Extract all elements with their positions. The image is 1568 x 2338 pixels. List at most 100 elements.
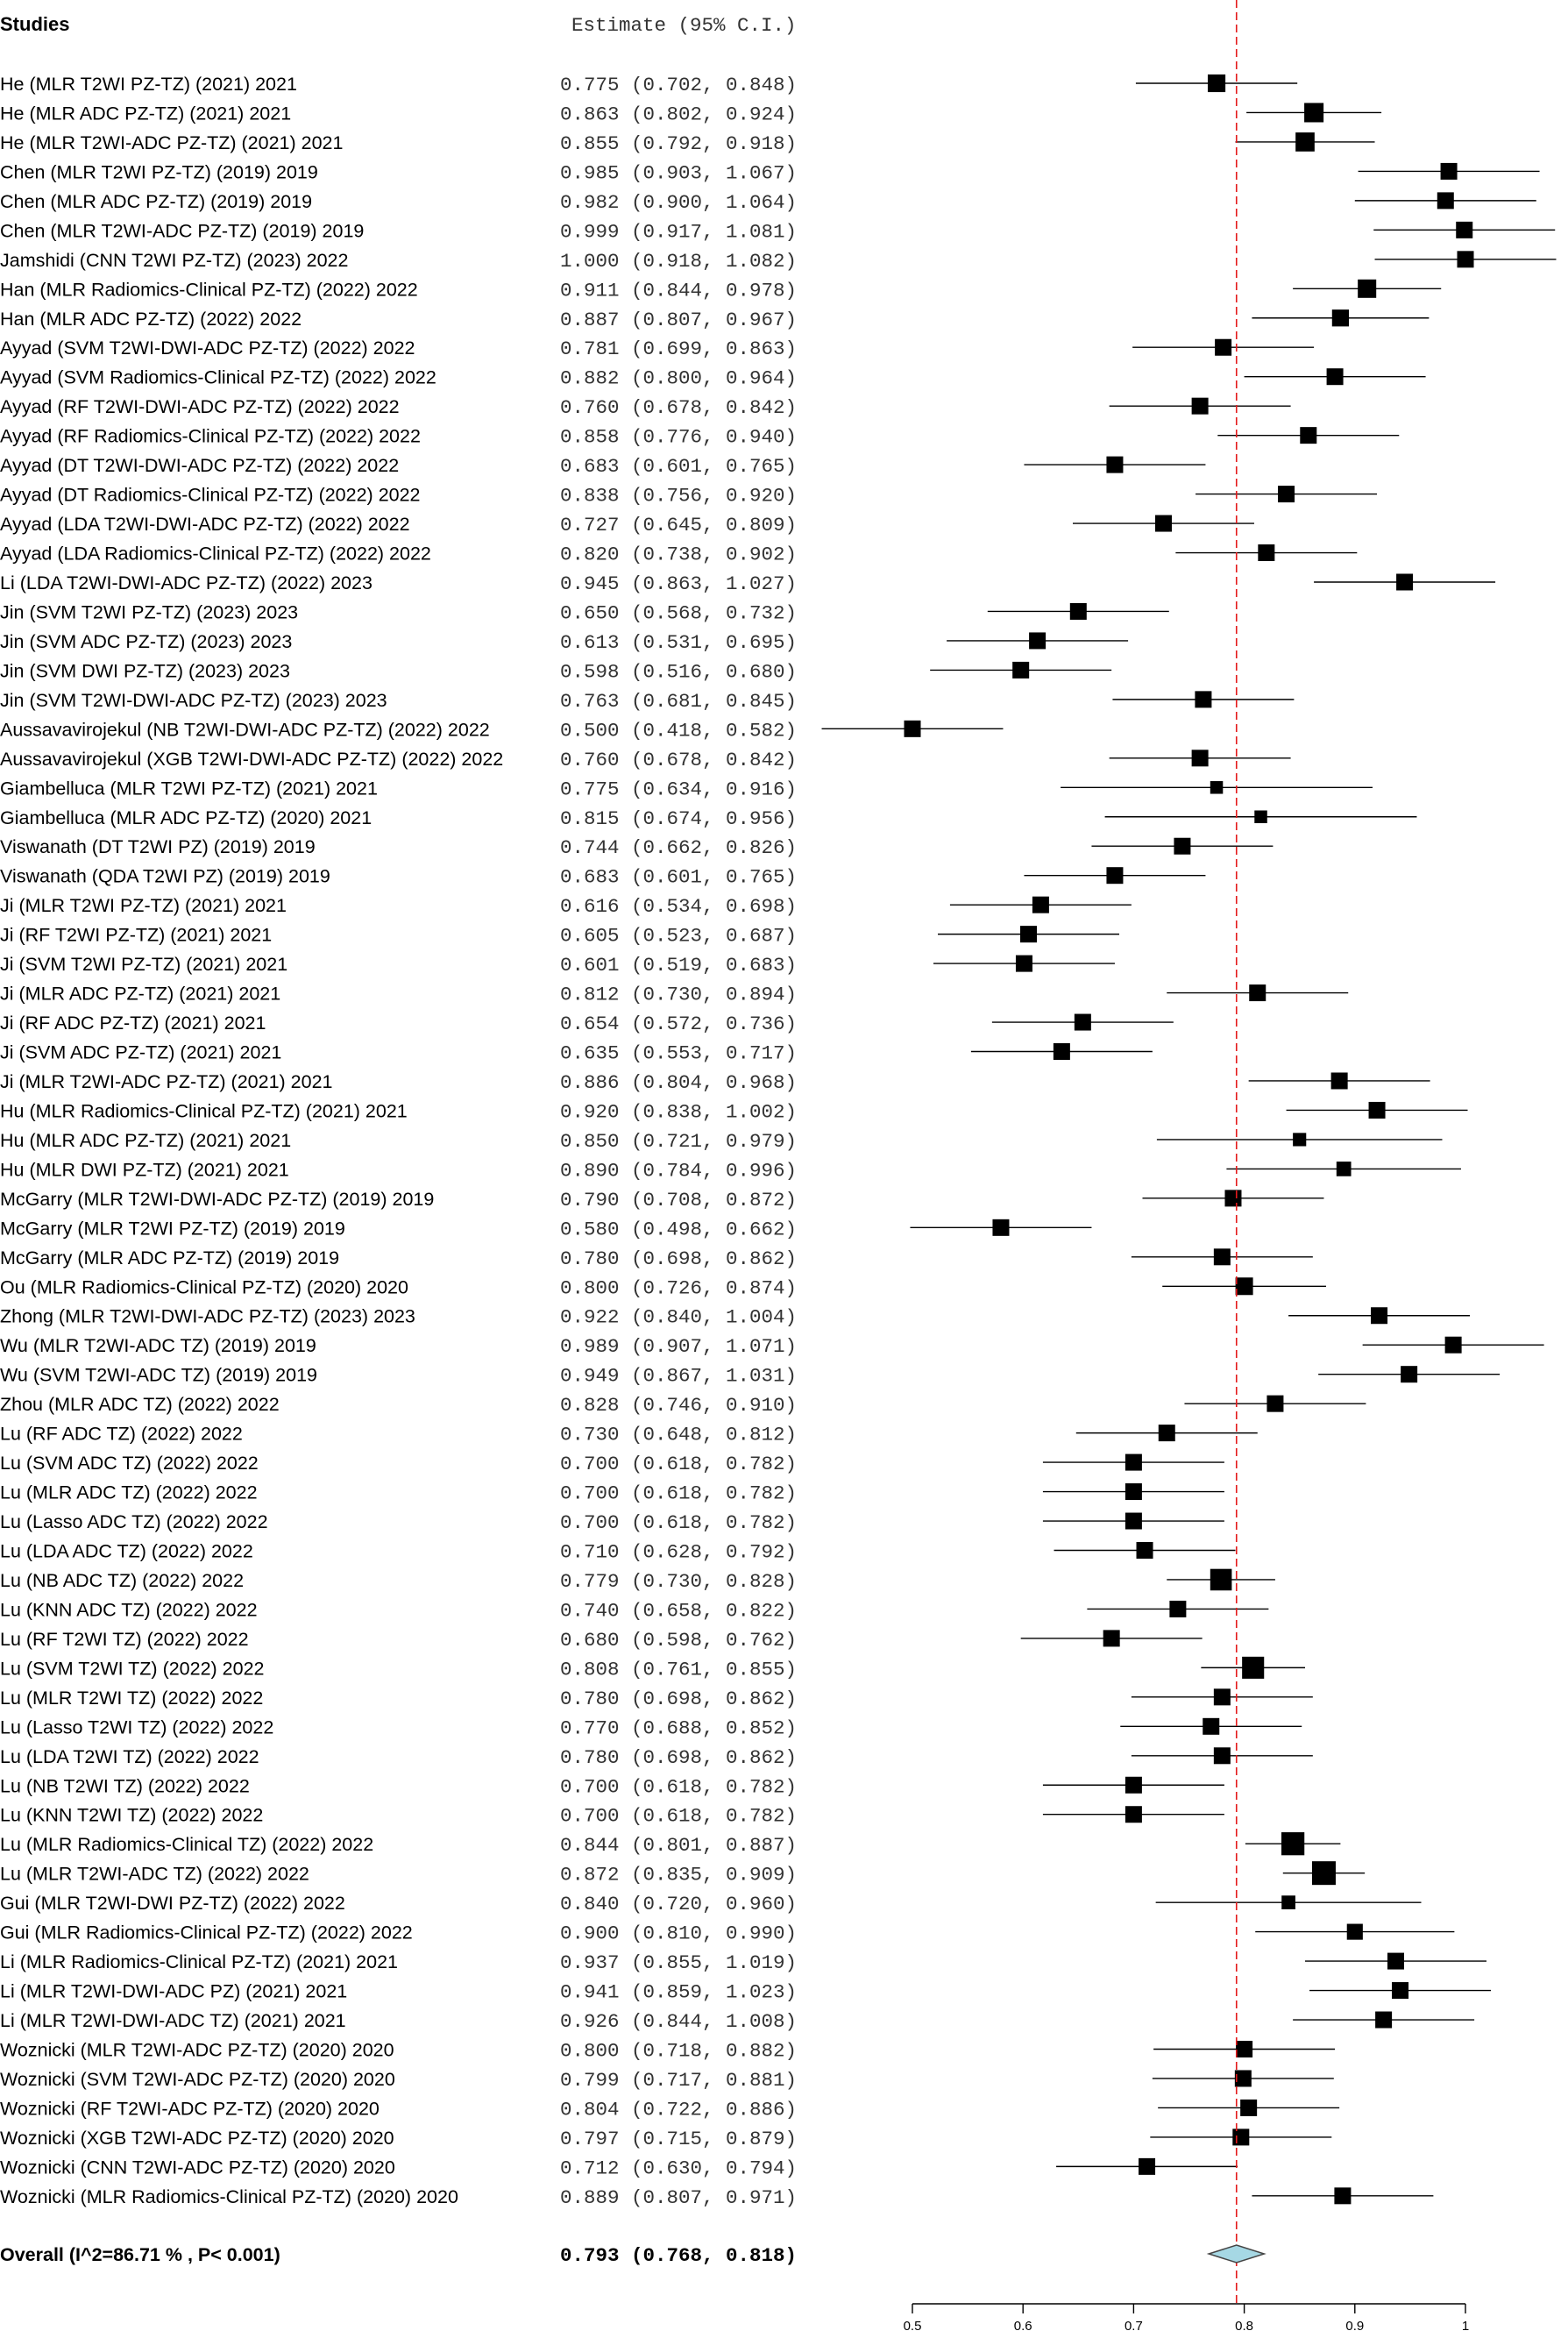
estimate-marker bbox=[1174, 837, 1191, 855]
estimate-marker bbox=[1234, 2070, 1252, 2087]
study-label: Jin (SVM DWI PZ-TZ) (2023) 2023 bbox=[0, 660, 290, 681]
study-row: Ou (MLR Radiomics-Clinical PZ-TZ) (2020)… bbox=[0, 1276, 1326, 1299]
study-estimate: 0.812 (0.730, 0.894) bbox=[560, 984, 797, 1006]
study-estimate: 0.855 (0.792, 0.918) bbox=[560, 132, 797, 155]
study-label: Jin (SVM ADC PZ-TZ) (2023) 2023 bbox=[0, 631, 292, 652]
study-estimate: 0.730 (0.648, 0.812) bbox=[560, 1424, 797, 1446]
study-estimate: 0.601 (0.519, 0.683) bbox=[560, 954, 797, 977]
study-label: Zhou (MLR ADC TZ) (2022) 2022 bbox=[0, 1394, 280, 1415]
x-axis: 0.5 0.6 0.7 0.8 0.9 1 bbox=[904, 2303, 1469, 2334]
estimate-marker bbox=[1195, 691, 1212, 708]
study-estimate: 0.770 (0.688, 0.852) bbox=[560, 1716, 797, 1739]
study-estimate: 0.840 (0.720, 0.960) bbox=[560, 1893, 797, 1915]
study-row: Lu (Lasso T2WI TZ) (2022) 2022 0.770 (0.6… bbox=[0, 1716, 1302, 1739]
studies-header: Studies bbox=[0, 13, 69, 35]
study-row: McGarry (MLR T2WI-DWI-ADC PZ-TZ) (2019) … bbox=[0, 1189, 1324, 1212]
estimate-marker bbox=[1326, 368, 1344, 386]
estimate-marker bbox=[1103, 1630, 1120, 1647]
estimate-marker bbox=[1106, 867, 1124, 885]
study-estimate: 0.941 (0.859, 1.023) bbox=[560, 1981, 797, 2004]
study-row: Han (MLR Radiomics-Clinical PZ-TZ) (2022… bbox=[0, 279, 1442, 302]
study-row: Gui (MLR T2WI-DWI PZ-TZ) (2022) 2022 0.84… bbox=[0, 1893, 1422, 1915]
estimate-marker bbox=[1053, 1043, 1070, 1061]
study-row: Hu (MLR ADC PZ-TZ) (2021) 2021 0.850 (0.7… bbox=[0, 1130, 1443, 1153]
study-label: Ji (MLR T2WI PZ-TZ) (2021) 2021 bbox=[0, 895, 287, 916]
estimate-marker bbox=[1210, 1568, 1232, 1591]
study-label: Ou (MLR Radiomics-Clinical PZ-TZ) (2020)… bbox=[0, 1276, 408, 1297]
study-label: Ayyad (LDA Radiomics-Clinical PZ-TZ) (20… bbox=[0, 544, 431, 565]
study-label: Lu (LDA ADC TZ) (2022) 2022 bbox=[0, 1541, 253, 1562]
study-estimate: 0.863 (0.802, 0.924) bbox=[560, 103, 797, 125]
study-label: Ji (RF ADC PZ-TZ) (2021) 2021 bbox=[0, 1013, 266, 1034]
estimate-marker bbox=[1203, 1717, 1220, 1735]
study-row: Ji (MLR T2WI PZ-TZ) (2021) 2021 0.616 (0.… bbox=[0, 895, 1132, 918]
estimate-marker bbox=[1293, 1133, 1307, 1147]
estimate-marker bbox=[1240, 2099, 1258, 2116]
study-label: McGarry (MLR T2WI-DWI-ADC PZ-TZ) (2019) … bbox=[0, 1189, 434, 1210]
estimate-marker bbox=[1125, 1512, 1142, 1530]
study-label: Chen (MLR ADC PZ-TZ) (2019) 2019 bbox=[0, 191, 312, 212]
study-label: Ayyad (SVM T2WI-DWI-ADC PZ-TZ) (2022) 20… bbox=[0, 338, 415, 359]
tick-label: 0.7 bbox=[1125, 2319, 1143, 2334]
study-row: Lu (KNN T2WI TZ) (2022) 2022 0.700 (0.618… bbox=[0, 1805, 1224, 1828]
study-estimate: 1.000 (0.918, 1.082) bbox=[560, 250, 797, 273]
study-row: He (MLR ADC PZ-TZ) (2021) 2021 0.863 (0.8… bbox=[0, 103, 1382, 125]
study-label: Lu (RF ADC TZ) (2022) 2022 bbox=[0, 1424, 243, 1445]
study-label: Wu (MLR T2WI-ADC TZ) (2019) 2019 bbox=[0, 1335, 316, 1356]
estimate-marker bbox=[1106, 456, 1124, 473]
study-estimate: 0.710 (0.628, 0.792) bbox=[560, 1541, 797, 1564]
study-label: Woznicki (CNN T2WI-ADC PZ-TZ) (2020) 202… bbox=[0, 2157, 395, 2178]
overall-label: Overall (I^2=86.71 % , P< 0.001) bbox=[0, 2244, 280, 2265]
study-estimate: 0.872 (0.835, 0.909) bbox=[560, 1864, 797, 1887]
study-row: Ayyad (RF T2WI-DWI-ADC PZ-TZ) (2022) 202… bbox=[0, 396, 1291, 419]
study-estimate: 0.700 (0.618, 0.782) bbox=[560, 1805, 797, 1828]
study-estimate: 0.889 (0.807, 0.971) bbox=[560, 2186, 797, 2209]
study-estimate: 0.780 (0.698, 0.862) bbox=[560, 1247, 797, 1270]
study-label: Lu (MLR Radiomics-Clinical TZ) (2022) 20… bbox=[0, 1834, 373, 1855]
study-estimate: 0.945 (0.863, 1.027) bbox=[560, 572, 797, 595]
estimate-marker bbox=[1368, 1101, 1386, 1119]
study-estimate: 0.760 (0.678, 0.842) bbox=[560, 396, 797, 419]
estimate-marker bbox=[1331, 309, 1350, 327]
study-row: Jin (SVM T2WI PZ-TZ) (2023) 2023 0.650 (0… bbox=[0, 601, 1169, 624]
study-label: Viswanath (QDA T2WI PZ) (2019) 2019 bbox=[0, 866, 330, 887]
study-label: Aussavavirojekul (XGB T2WI-DWI-ADC PZ-TZ… bbox=[0, 749, 503, 770]
estimate-marker bbox=[1207, 74, 1226, 93]
study-row: Ayyad (SVM Radiomics-Clinical PZ-TZ) (20… bbox=[0, 367, 1426, 390]
study-row: Woznicki (CNN T2WI-ADC PZ-TZ) (2020) 202… bbox=[0, 2157, 1238, 2179]
study-row: Jamshidi (CNN T2WI PZ-TZ) (2023) 2022 1.0… bbox=[0, 250, 1557, 273]
estimate-marker bbox=[1375, 2011, 1393, 2029]
study-label: Li (MLR Radiomics-Clinical PZ-TZ) (2021)… bbox=[0, 1951, 398, 1972]
estimate-marker bbox=[1158, 1425, 1175, 1442]
study-row: Ji (MLR ADC PZ-TZ) (2021) 2021 0.812 (0.7… bbox=[0, 984, 1349, 1006]
study-estimate: 0.844 (0.801, 0.887) bbox=[560, 1834, 797, 1857]
study-row: Li (LDA T2WI-DWI-ADC PZ-TZ) (2022) 2023 0… bbox=[0, 572, 1496, 595]
estimate-marker bbox=[1444, 1336, 1462, 1354]
tick-label: 0.5 bbox=[904, 2319, 922, 2334]
estimate-marker bbox=[1304, 103, 1324, 123]
tick-label: 1 bbox=[1462, 2319, 1469, 2334]
study-label: Ji (MLR ADC PZ-TZ) (2021) 2021 bbox=[0, 984, 280, 1005]
study-estimate: 0.712 (0.630, 0.794) bbox=[560, 2157, 797, 2179]
study-estimate: 0.775 (0.634, 0.916) bbox=[560, 778, 797, 800]
study-estimate: 0.926 (0.844, 1.008) bbox=[560, 2010, 797, 2033]
estimate-marker bbox=[1249, 984, 1266, 1002]
study-label: Jamshidi (CNN T2WI PZ-TZ) (2023) 2022 bbox=[0, 250, 348, 271]
study-estimate: 0.985 (0.903, 1.067) bbox=[560, 161, 797, 184]
tick-label: 0.8 bbox=[1235, 2319, 1253, 2334]
study-estimate: 0.605 (0.523, 0.687) bbox=[560, 925, 797, 948]
study-row: Gui (MLR Radiomics-Clinical PZ-TZ) (2022… bbox=[0, 1922, 1455, 1945]
study-row: Ji (RF ADC PZ-TZ) (2021) 2021 0.654 (0.57… bbox=[0, 1013, 1174, 1035]
study-row: Lu (Lasso ADC TZ) (2022) 2022 0.700 (0.61… bbox=[0, 1511, 1224, 1534]
study-estimate: 0.635 (0.553, 0.717) bbox=[560, 1042, 797, 1065]
study-estimate: 0.613 (0.531, 0.695) bbox=[560, 631, 797, 654]
study-row: Lu (LDA T2WI TZ) (2022) 2022 0.780 (0.698… bbox=[0, 1746, 1313, 1769]
estimate-marker bbox=[1020, 926, 1038, 943]
study-estimate: 0.820 (0.738, 0.902) bbox=[560, 544, 797, 566]
estimate-marker bbox=[992, 1219, 1010, 1236]
study-row: He (MLR T2WI PZ-TZ) (2021) 2021 0.775 (0.… bbox=[0, 74, 1298, 96]
study-label: Ayyad (RF T2WI-DWI-ADC PZ-TZ) (2022) 202… bbox=[0, 396, 400, 417]
study-estimate: 0.920 (0.838, 1.002) bbox=[560, 1100, 797, 1123]
estimate-marker bbox=[1300, 427, 1317, 444]
study-label: He (MLR ADC PZ-TZ) (2021) 2021 bbox=[0, 103, 291, 124]
